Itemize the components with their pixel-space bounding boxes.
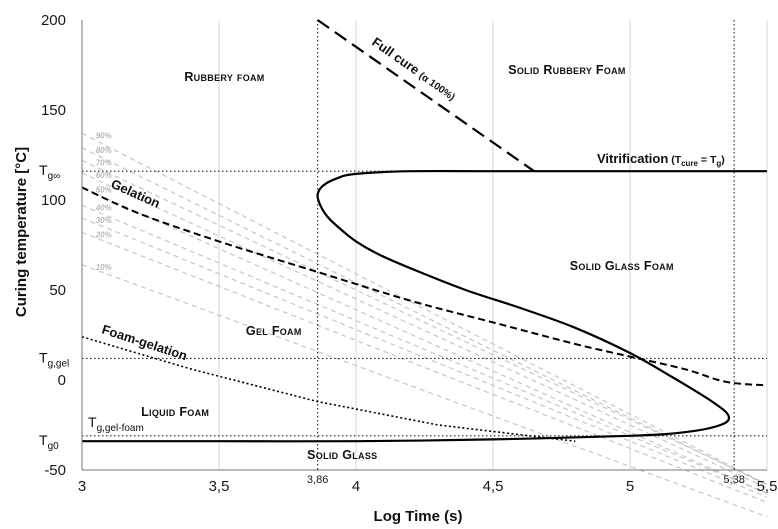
axes [81, 20, 767, 471]
cure-isolines: 90% 80% 70% 60% 50% 40% 30% 20% 10% [81, 132, 768, 518]
isoline-label: 30% [96, 216, 112, 225]
region-label: Solid Glass Foam [570, 259, 674, 273]
x-tick-label: 3,5 [209, 478, 230, 495]
isoline-label: 70% [96, 159, 112, 168]
foam-gelation-label: Foam-gelation [100, 322, 189, 364]
foam-gelation-line [81, 336, 576, 442]
full-cure-label: Full cure (α 100%) [369, 34, 459, 103]
x-tick-label: 3 [78, 478, 86, 495]
y-tick-label: 0 [58, 372, 66, 389]
reference-lines [82, 20, 767, 470]
region-label: Solid Glass [307, 448, 377, 462]
x-axis-title: Log Time (s) [374, 508, 463, 525]
region-label: Solid Rubbery Foam [508, 63, 626, 77]
region-label: Rubbery foam [184, 70, 264, 84]
gelation-curve [81, 186, 768, 387]
tg-label: Tg0 [39, 432, 59, 452]
cure-isoline [81, 264, 768, 518]
y-tick-label: 200 [41, 12, 66, 29]
full-cure-line [316, 19, 535, 173]
y-tick-label: -50 [44, 462, 66, 479]
x-tick-label: 4 [352, 478, 360, 495]
cure-isoline [81, 217, 768, 498]
annotations: Tg∞ Tg,gel Tg,gel-foam Tg0 Vitrification (Tc… [39, 34, 725, 462]
vitrification-curve [82, 169, 767, 443]
x-tick-label: 4,5 [483, 478, 504, 495]
cure-isoline [81, 231, 768, 503]
gelation-label: Gelation [109, 176, 163, 211]
isoline-label: 40% [95, 204, 112, 213]
x-tick-label: 5,5 [757, 478, 778, 495]
grid [81, 20, 768, 470]
region-label: Liquid Foam [141, 405, 209, 419]
y-tick-label: 100 [41, 192, 66, 209]
isoline-label: 80% [96, 146, 112, 155]
isoline-label: 60% [96, 171, 112, 180]
y-tick-label: 150 [41, 102, 66, 119]
vitrification-label: Vitrification (Tcure = Tg) [597, 151, 725, 168]
y-tick-label: 50 [49, 282, 66, 299]
isoline-label: 90% [96, 132, 112, 141]
tick-labels: 3 3,5 3,86 4 4,5 5 5,38 5,5 200 150 100 50 0 -50 [41, 12, 777, 495]
x-tick-label: 5 [626, 478, 634, 495]
cure-isoline [81, 159, 768, 485]
cure-isoline [81, 147, 768, 486]
region-label: Gel Foam [246, 324, 302, 338]
isoline-label: 50% [96, 186, 112, 195]
x-tick-label: 3,86 [307, 474, 328, 486]
tg-label: Tg,gel-foam [88, 414, 144, 434]
tg-label: Tg,gel [39, 349, 69, 369]
series-lines [81, 19, 768, 443]
tg-label: Tg∞ [39, 162, 60, 182]
y-axis-title: Curing temperature [°C] [13, 147, 30, 317]
x-tick-label: 5,38 [723, 474, 744, 486]
isoline-label: 20% [95, 231, 112, 240]
cure-isoline [81, 204, 768, 494]
cure-isoline [81, 186, 768, 494]
isoline-label: 10% [96, 263, 112, 272]
cure-isoline [81, 132, 768, 485]
